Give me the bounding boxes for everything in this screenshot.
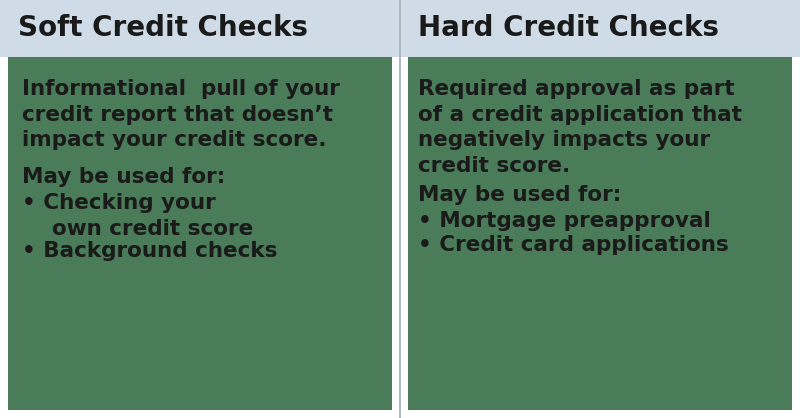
Text: Required approval as part
of a credit application that
negatively impacts your
c: Required approval as part of a credit ap… [418, 79, 742, 176]
Text: • Checking your
    own credit score: • Checking your own credit score [22, 193, 254, 240]
Text: Hard Credit Checks: Hard Credit Checks [418, 15, 719, 43]
Bar [8, 57, 392, 410]
Text: • Credit card applications: • Credit card applications [418, 235, 729, 255]
Text: May be used for:: May be used for: [22, 167, 226, 187]
Bar [0, 0, 400, 57]
Text: • Mortgage preapproval: • Mortgage preapproval [418, 211, 710, 231]
Text: Soft Credit Checks: Soft Credit Checks [18, 15, 308, 43]
Bar [408, 57, 792, 410]
Bar [400, 0, 800, 57]
Text: May be used for:: May be used for: [418, 185, 622, 205]
Text: • Background checks: • Background checks [22, 241, 278, 261]
Text: Informational  pull of your
credit report that doesn’t
impact your credit score.: Informational pull of your credit report… [22, 79, 340, 150]
